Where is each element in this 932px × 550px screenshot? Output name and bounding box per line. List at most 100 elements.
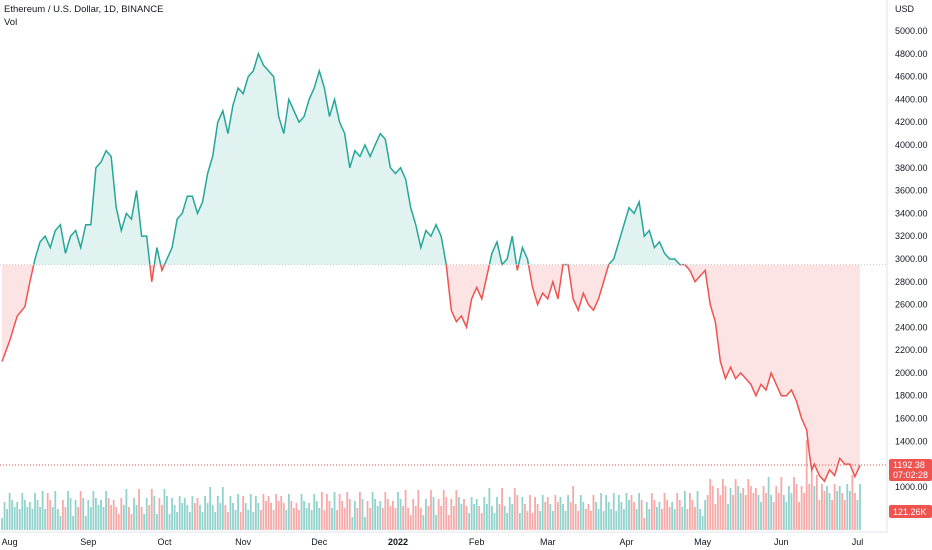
x-tick-label: Dec [311,537,328,547]
volume-bar [658,502,661,530]
volume-bar [699,509,701,530]
volume-bar [36,500,39,530]
volume-bar [790,493,793,530]
volume-bar [491,506,493,530]
volume-bar [290,501,293,530]
volume-bar [417,490,420,530]
volume-bar [727,504,729,530]
price-area [1,51,861,483]
volume-bar [821,484,823,530]
volume-bar [54,491,57,530]
y-tick-label: 4800.00 [895,49,928,59]
volume-bar [691,500,694,530]
volume-bar [798,502,800,530]
volume-bar [270,503,272,530]
volume-bar [473,504,476,530]
volume-bar [468,513,470,530]
volume-bar [305,508,308,530]
volume-bar [689,493,691,530]
volume-bar [125,489,128,530]
volume-bar [155,514,158,530]
volume-bar [3,502,6,530]
volume-bar [92,491,95,530]
volume-bar [13,507,16,530]
volume-bar [280,496,283,530]
volume-bar [579,495,582,530]
volume-bar [176,512,179,530]
volume-bar [419,508,422,530]
volume-bar [153,496,156,530]
volume-bar [194,503,196,530]
volume-bar [140,507,143,530]
volume-bar [851,475,854,530]
volume-bar [640,500,643,530]
volume-bar [808,484,811,530]
volume-bar [638,493,641,530]
volume-bar [846,484,849,530]
volume-bar [72,516,74,530]
volume-bar [293,508,295,530]
volume-bar [323,510,326,530]
volume-bar [511,504,514,530]
volume-bar [148,505,151,530]
volume-bar [488,488,491,530]
volume-bar [493,513,496,530]
volume-bar [371,492,374,530]
volume-bar [529,495,531,530]
volume-bar [828,493,831,530]
volume-bar [610,509,613,530]
volume-bar [455,490,458,530]
volume-bar [181,503,184,530]
volume-bar [729,488,732,530]
volume-bar [663,493,666,530]
volume-bar [656,507,658,530]
volume-bar [409,515,412,530]
volume-bar [336,510,338,530]
volume-bar [602,511,605,530]
volume-bar [407,508,410,530]
volume-bar [686,509,689,530]
volume-bar [544,502,547,530]
volume-bar [425,499,427,530]
y-tick-label: 2400.00 [895,322,928,332]
volume-bar [369,508,371,530]
volume-bar [333,492,336,530]
volume-bar [206,503,209,530]
volume-bar [171,498,173,530]
volume-bar [831,500,833,530]
price-axis[interactable]: 5000.00 4800.00 4600.00 4400.00 4200.00 4000.… [895,26,928,492]
volume-bar [130,514,133,530]
volume-bar [704,500,707,530]
volume-bar [232,503,234,530]
volume-bar [95,498,97,530]
volume-bar [450,499,453,530]
volume-bar [359,492,361,530]
volume-bar [694,507,696,530]
volume-bar [732,495,734,530]
volume-bar [183,498,186,530]
volume-bar [780,477,783,530]
volume-bar [56,509,59,530]
volume-bar [331,508,333,530]
volume-bar [447,515,450,530]
volume-bar [77,507,80,530]
volume-bar [524,504,526,530]
volume-bar [567,495,569,530]
volume-bar [82,498,85,530]
y-tick-label: 2600.00 [895,300,928,310]
volume-bar [793,477,795,530]
y-tick-label: 4600.00 [895,72,928,82]
volume-bar [252,512,255,530]
volume-bar [635,509,638,530]
y-tick-label: 4200.00 [895,117,928,127]
y-tick-label: 3000.00 [895,254,928,264]
time-axis[interactable]: Aug Sep Oct Nov Dec 2022 Feb Mar Apr May Jun Jul [2,537,864,547]
volume-bar [394,508,397,530]
y-tick-label: 2200.00 [895,345,928,355]
volume-bar [59,516,62,530]
volume-bar [133,498,135,530]
volume-bar [260,510,262,530]
volume-bar [572,486,575,530]
volume-bar [318,508,321,530]
